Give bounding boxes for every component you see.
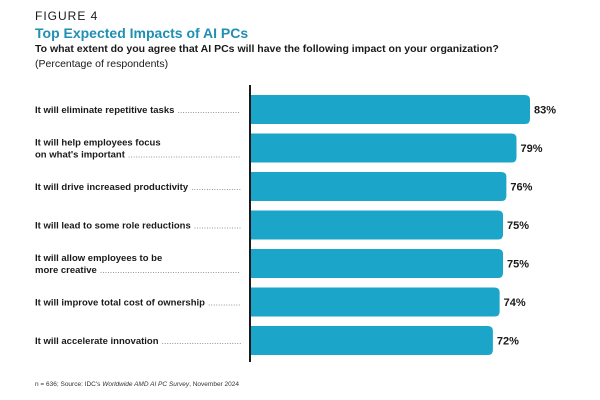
category-label-2-line-2: on what's important (35, 150, 126, 161)
category-label-5-line-2: more creative (35, 265, 97, 276)
chart-title: Top Expected Impacts of AI PCs (35, 25, 249, 41)
figure-label: FIGURE 4 (35, 9, 99, 23)
bar-2 (250, 133, 517, 163)
bar-6 (250, 287, 500, 317)
leader-dots-5: ........................................… (100, 265, 240, 275)
category-label-3: It will drive increased productivity (35, 182, 189, 193)
category-label-6: It will improve total cost of ownership (35, 298, 205, 309)
footnote-prefix: n = 636; Source: IDC's (35, 381, 103, 388)
bar-1 (250, 95, 530, 124)
value-label-2: 79% (521, 143, 543, 155)
bar-5 (250, 249, 504, 278)
footnote: n = 636; Source: IDC's Worldwide AMD AI … (35, 381, 239, 388)
bar-4 (250, 210, 504, 240)
leader-dots-1: ......................... (177, 105, 240, 115)
leader-dots-3: .................... (191, 182, 241, 192)
category-label-2-line-1: It will help employees focus (35, 138, 161, 149)
unit-note: (Percentage of respondents) (35, 58, 169, 70)
value-label-3: 76% (510, 182, 532, 194)
category-label-4: It will lead to some role reductions (35, 221, 191, 232)
leader-dots-4: ................... (194, 221, 242, 231)
category-label-1: It will eliminate repetitive tasks (35, 105, 174, 116)
value-label-5: 75% (507, 259, 529, 271)
leader-dots-6: ............. (208, 298, 241, 308)
category-label-5-line-1: It will allow employees to be (35, 253, 162, 264)
value-label-7: 72% (497, 336, 519, 348)
value-label-6: 74% (504, 297, 526, 309)
leader-dots-2: ........................................… (128, 150, 241, 160)
footnote-suffix: , November 2024 (189, 381, 239, 388)
category-label-7: It will accelerate innovation (35, 336, 159, 347)
bar-7 (250, 326, 493, 355)
value-label-1: 83% (534, 105, 556, 117)
leader-dots-7: ................................ (162, 336, 242, 346)
chart-subtitle: To what extent do you agree that AI PCs … (35, 43, 499, 55)
value-label-4: 75% (507, 220, 529, 232)
footnote-survey: Worldwide AMD AI PC Survey (102, 381, 190, 388)
bar-3 (250, 172, 507, 201)
